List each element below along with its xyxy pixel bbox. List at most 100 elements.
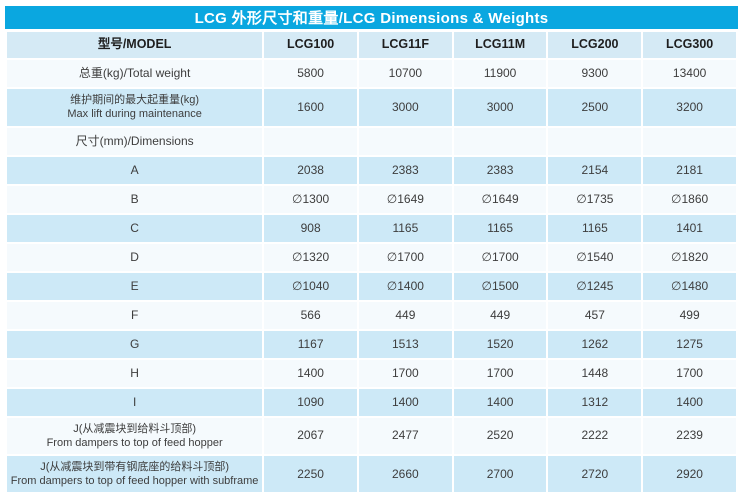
row-label: A <box>7 156 263 184</box>
table-cell: 1167 <box>264 330 357 358</box>
row-label: B <box>7 185 263 213</box>
table-cell: 1700 <box>358 359 452 387</box>
table-row: 总重(kg)/Total weight 5800 10700 11900 9300 134… <box>7 60 736 87</box>
table-cell: 1275 <box>643 330 736 358</box>
table-cell: ∅1540 <box>548 243 642 271</box>
table-cell: 9300 <box>548 60 642 87</box>
table-cell: 1520 <box>453 330 547 358</box>
table-cell: 1165 <box>358 214 452 242</box>
table-cell: 2067 <box>264 417 357 455</box>
header-row: 型号/MODEL LCG100 LCG11F LCG11M LCG200 LCG300 <box>7 32 736 58</box>
row-label: H <box>7 359 263 387</box>
table-row: 维护期间的最大起重量(kg) Max lift during maintenanc… <box>7 89 736 126</box>
table-cell: 2920 <box>643 456 736 492</box>
table-cell: 1400 <box>643 388 736 416</box>
table-row: 尺寸(mm)/Dimensions <box>7 127 736 155</box>
table-cell: 499 <box>643 301 736 329</box>
table-cell: ∅1480 <box>643 272 736 300</box>
table-row: B ∅1300 ∅1649 ∅1649 ∅1735 ∅1860 <box>7 185 736 213</box>
table-cell: 11900 <box>453 60 547 87</box>
column-header-model: 型号/MODEL <box>7 32 263 58</box>
table-cell: 13400 <box>643 60 736 87</box>
table-cell: ∅1820 <box>643 243 736 271</box>
table-row: D ∅1320 ∅1700 ∅1700 ∅1540 ∅1820 <box>7 243 736 271</box>
table-cell: 449 <box>358 301 452 329</box>
row-label-zh: 维护期间的最大起重量(kg) <box>70 94 200 106</box>
table-cell: 2720 <box>548 456 642 492</box>
row-label: 尺寸(mm)/Dimensions <box>7 127 263 155</box>
table-cell: 3000 <box>453 89 547 126</box>
table-cell: 2038 <box>264 156 357 184</box>
table-cell: 2383 <box>453 156 547 184</box>
table-row: F 566 449 449 457 499 <box>7 301 736 329</box>
table-cell: 2239 <box>643 417 736 455</box>
table-cell: 3000 <box>358 89 452 126</box>
table-cell <box>548 127 642 155</box>
table-cell: ∅1500 <box>453 272 547 300</box>
row-label: F <box>7 301 263 329</box>
table-cell <box>643 127 736 155</box>
table-cell: 1165 <box>548 214 642 242</box>
table-cell: 1400 <box>358 388 452 416</box>
column-header: LCG11F <box>358 32 452 58</box>
table-cell: ∅1040 <box>264 272 357 300</box>
table-cell: 1312 <box>548 388 642 416</box>
table-title: LCG 外形尺寸和重量/LCG Dimensions & Weights <box>5 6 738 29</box>
row-label: C <box>7 214 263 242</box>
table-cell: 1448 <box>548 359 642 387</box>
table-cell <box>453 127 547 155</box>
table-cell: ∅1735 <box>548 185 642 213</box>
table-cell: 2250 <box>264 456 357 492</box>
table-cell: 2477 <box>358 417 452 455</box>
row-label: 总重(kg)/Total weight <box>7 60 263 87</box>
table-cell: 1400 <box>453 388 547 416</box>
table-cell: 1090 <box>264 388 357 416</box>
row-label-en: From dampers to top of feed hopper with … <box>10 475 259 488</box>
table-cell: 2700 <box>453 456 547 492</box>
table-cell: ∅1700 <box>453 243 547 271</box>
table-cell: 1401 <box>643 214 736 242</box>
table-cell: 1600 <box>264 89 357 126</box>
table-cell: 1700 <box>453 359 547 387</box>
table-row: A 2038 2383 2383 2154 2181 <box>7 156 736 184</box>
table-cell: ∅1245 <box>548 272 642 300</box>
row-label-en: Max lift during maintenance <box>67 108 202 121</box>
table-cell: 2660 <box>358 456 452 492</box>
table-cell: 1262 <box>548 330 642 358</box>
table-cell: 449 <box>453 301 547 329</box>
table-cell: 5800 <box>264 60 357 87</box>
table-cell: 3200 <box>643 89 736 126</box>
table-cell: 2154 <box>548 156 642 184</box>
table-cell: ∅1649 <box>358 185 452 213</box>
row-label: E <box>7 272 263 300</box>
table-row: C 908 1165 1165 1165 1401 <box>7 214 736 242</box>
table-cell: ∅1300 <box>264 185 357 213</box>
table-cell: 1700 <box>643 359 736 387</box>
table-cell: ∅1649 <box>453 185 547 213</box>
table-cell <box>358 127 452 155</box>
table-cell: 1400 <box>264 359 357 387</box>
row-label: J(从减震块到给料斗顶部) From dampers to top of feed… <box>7 417 263 455</box>
table-cell: 457 <box>548 301 642 329</box>
table-cell: 1513 <box>358 330 452 358</box>
table-row: E ∅1040 ∅1400 ∅1500 ∅1245 ∅1480 <box>7 272 736 300</box>
row-label-en: From dampers to top of feed hopper <box>46 436 223 449</box>
table-cell <box>264 127 357 155</box>
row-label: I <box>7 388 263 416</box>
table-row: G 1167 1513 1520 1262 1275 <box>7 330 736 358</box>
column-header: LCG100 <box>264 32 357 58</box>
table-cell: 908 <box>264 214 357 242</box>
row-label: 维护期间的最大起重量(kg) Max lift during maintenanc… <box>7 89 263 126</box>
table-cell: 566 <box>264 301 357 329</box>
table-cell: ∅1700 <box>358 243 452 271</box>
table-row: J(从减震块到带有钢底座的给料斗顶部) From dampers to top o… <box>7 456 736 492</box>
row-label-zh: J(从减震块到给料斗顶部) <box>73 422 197 435</box>
table-cell: ∅1400 <box>358 272 452 300</box>
row-label: G <box>7 330 263 358</box>
table-row: I 1090 1400 1400 1312 1400 <box>7 388 736 416</box>
table-cell: 2520 <box>453 417 547 455</box>
table-cell: ∅1860 <box>643 185 736 213</box>
row-label: J(从减震块到带有钢底座的给料斗顶部) From dampers to top o… <box>7 456 263 492</box>
table-cell: 2500 <box>548 89 642 126</box>
